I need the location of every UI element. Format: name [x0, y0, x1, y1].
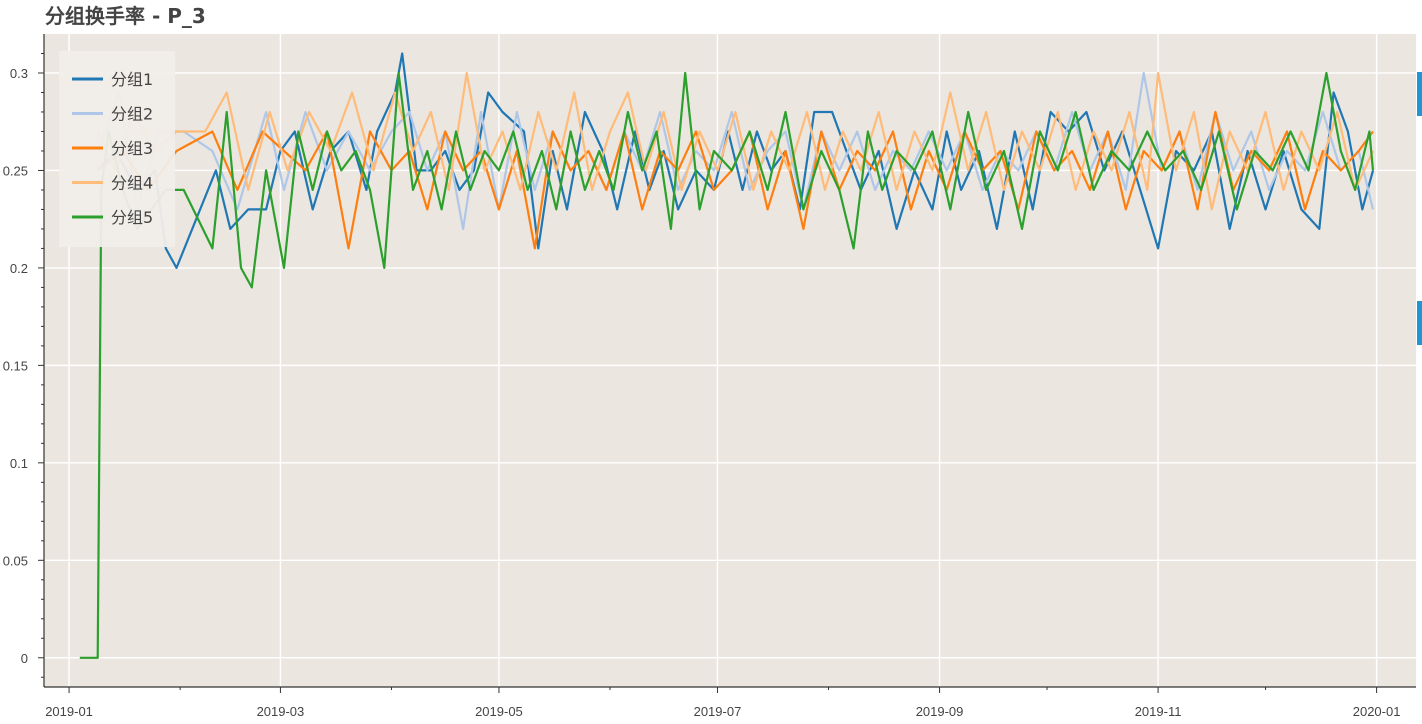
x-tick-label: 2020-01 — [1353, 704, 1401, 719]
x-tick-label: 2019-09 — [916, 704, 964, 719]
legend-label: 分组3 — [111, 139, 153, 158]
series-line — [79, 71, 1375, 659]
legend-label: 分组5 — [111, 208, 153, 227]
x-tick-label: 2019-07 — [694, 704, 742, 719]
y-tick-label: 0.25 — [3, 163, 28, 178]
side-panel-tab-bottom[interactable] — [1417, 301, 1422, 345]
side-panel-tab-top[interactable] — [1417, 72, 1422, 116]
legend[interactable]: 分组1 分组2 分组3 分组4 分组5 — [59, 51, 175, 247]
y-tick-label: 0.1 — [10, 456, 28, 471]
y-tick-label: 0.05 — [3, 553, 28, 568]
y-tick-label: 0.3 — [10, 66, 28, 81]
x-tick-label: 2019-03 — [257, 704, 305, 719]
series-line — [96, 71, 1374, 211]
y-tick-label: 0.2 — [10, 261, 28, 276]
legend-label: 分组4 — [111, 174, 153, 193]
x-tick-label: 2019-05 — [475, 704, 523, 719]
legend-label: 分组2 — [111, 105, 153, 124]
series-line — [97, 110, 1374, 250]
axes: 0 0.05 0.1 0.15 0.2 0.25 0.3 2019-01 2019-03 2019… — [3, 34, 1416, 719]
x-tick-label: 2019-01 — [45, 704, 93, 719]
y-tick-label: 0.15 — [3, 358, 28, 373]
y-tick-label: 0 — [21, 651, 28, 666]
grid-lines — [44, 34, 1416, 687]
chart-title: 分组换手率 - P_3 — [45, 4, 206, 28]
series-lines — [79, 52, 1375, 659]
legend-label: 分组1 — [111, 70, 153, 89]
x-tick-label: 2019-11 — [1135, 704, 1182, 719]
